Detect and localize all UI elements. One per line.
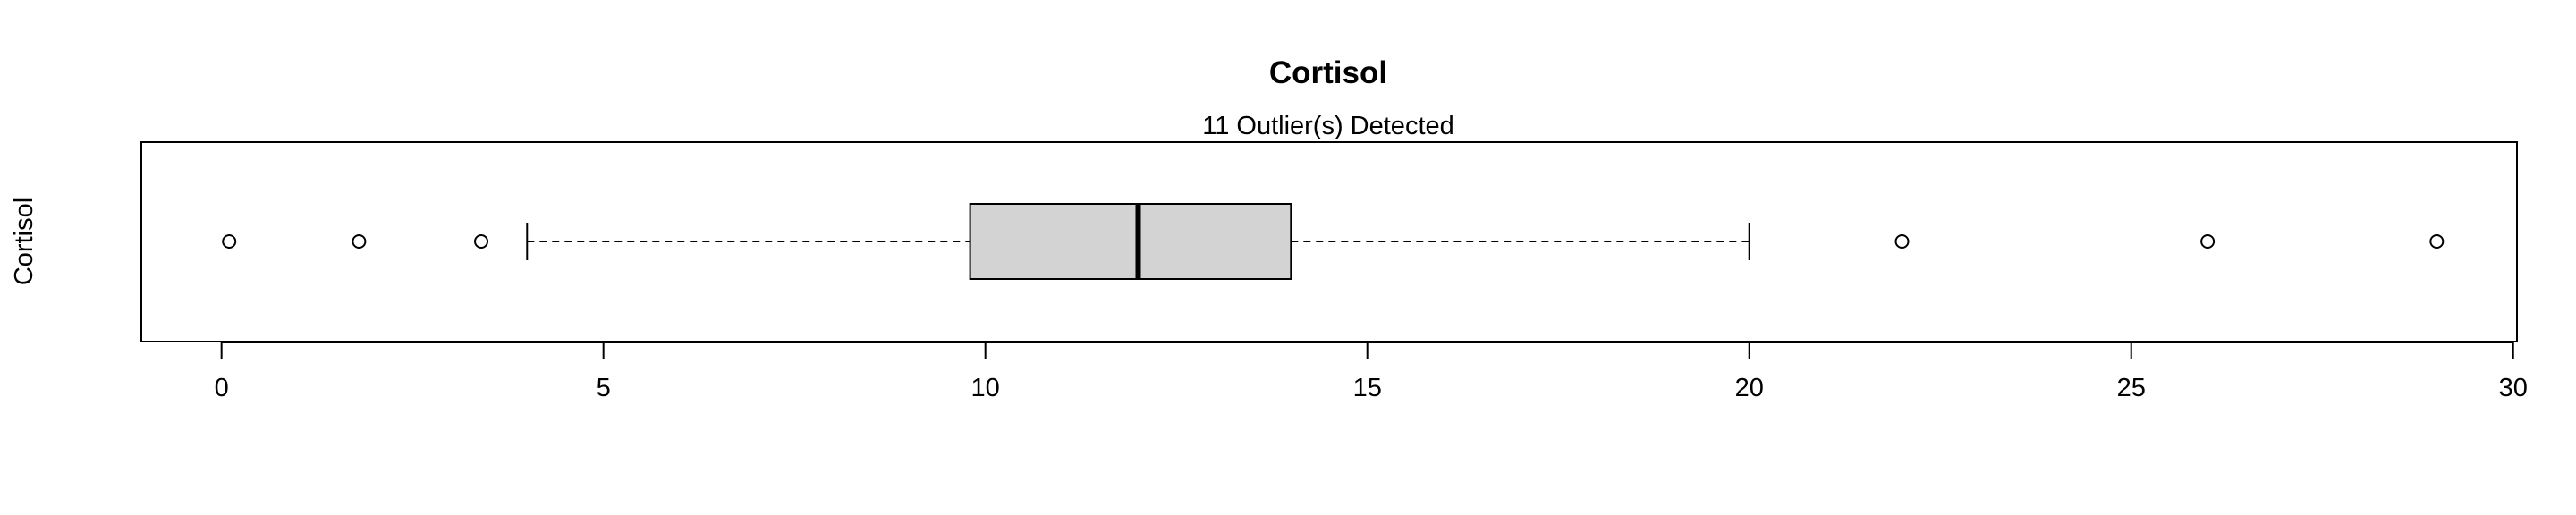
x-tick-label: 10 <box>971 374 1000 402</box>
x-axis: 0 5 10 15 20 25 30 <box>215 342 2528 402</box>
x-tick-label: 20 <box>1735 374 1764 402</box>
x-tick-label: 0 <box>215 374 229 402</box>
iqr-box <box>969 203 1292 280</box>
y-axis-label: Cortisol <box>10 198 38 285</box>
outlier-point <box>222 234 237 249</box>
plot-marks <box>222 203 2445 280</box>
x-tick-label: 25 <box>2117 374 2146 402</box>
chart-subtitle: 11 Outlier(s) Detected <box>1202 112 1454 140</box>
x-tick-label: 15 <box>1353 374 1382 402</box>
outlier-point <box>352 234 367 249</box>
outlier-point <box>1894 234 1910 249</box>
outlier-point <box>2200 234 2216 249</box>
chart-title: Cortisol <box>1269 55 1387 90</box>
x-tick-label: 30 <box>2499 374 2528 402</box>
outlier-point <box>474 234 489 249</box>
x-tick-label: 5 <box>597 374 611 402</box>
outlier-point <box>2429 234 2445 249</box>
